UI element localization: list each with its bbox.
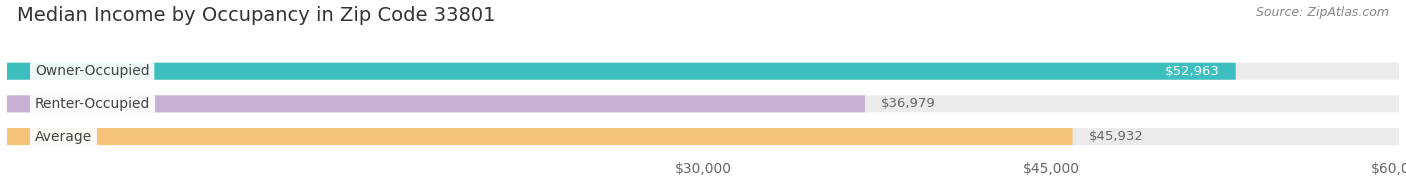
Text: $36,979: $36,979 <box>882 97 936 110</box>
FancyBboxPatch shape <box>7 63 1236 80</box>
Text: Renter-Occupied: Renter-Occupied <box>35 97 150 111</box>
Text: Owner-Occupied: Owner-Occupied <box>35 64 149 78</box>
Text: Median Income by Occupancy in Zip Code 33801: Median Income by Occupancy in Zip Code 3… <box>17 6 495 25</box>
Text: Source: ZipAtlas.com: Source: ZipAtlas.com <box>1256 6 1389 19</box>
FancyBboxPatch shape <box>7 63 1399 80</box>
FancyBboxPatch shape <box>7 95 865 112</box>
Text: $45,932: $45,932 <box>1088 130 1143 143</box>
Text: $52,963: $52,963 <box>1164 65 1219 78</box>
FancyBboxPatch shape <box>7 95 1399 112</box>
Text: Average: Average <box>35 130 93 143</box>
FancyBboxPatch shape <box>7 128 1073 145</box>
FancyBboxPatch shape <box>7 128 1399 145</box>
